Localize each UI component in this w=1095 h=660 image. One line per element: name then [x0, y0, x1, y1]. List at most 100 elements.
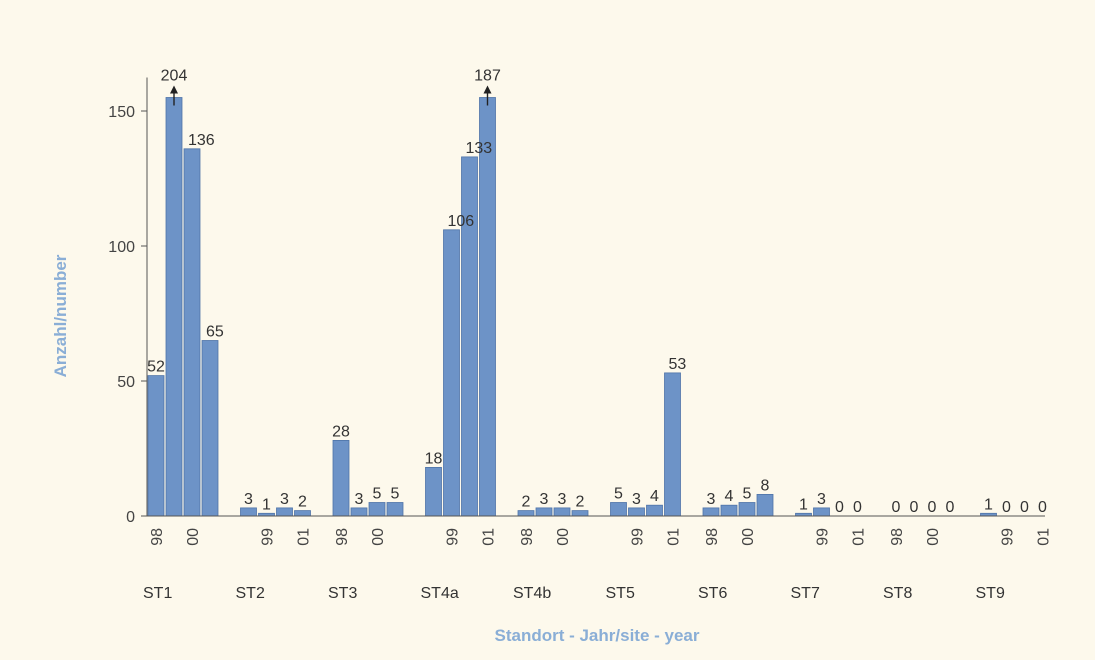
x-tick-label: 99 [815, 528, 832, 546]
x-tick-label: 00 [740, 528, 757, 546]
x-tick-label: 00 [925, 528, 942, 546]
x-tick-label: 00 [185, 528, 202, 546]
data-label: 0 [1020, 499, 1029, 516]
data-label: 0 [1002, 499, 1011, 516]
site-label: ST5 [606, 585, 635, 602]
bar [165, 97, 183, 517]
data-label: 187 [474, 68, 501, 85]
data-label: 106 [448, 213, 475, 230]
bar [386, 502, 404, 517]
data-label: 3 [558, 491, 567, 508]
data-label: 0 [853, 499, 862, 516]
data-label: 0 [946, 499, 955, 516]
bar [738, 502, 756, 517]
bar [294, 510, 311, 517]
site-label: ST4a [421, 585, 459, 602]
x-tick-label: 99 [1000, 528, 1017, 546]
bar [702, 507, 720, 517]
bar [813, 507, 830, 517]
x-tick-label: 01 [481, 528, 498, 546]
site-label: ST6 [698, 585, 727, 602]
x-axis-title: Standort - Jahr/site - year [494, 626, 699, 645]
data-label: 0 [835, 499, 844, 516]
bar [720, 504, 738, 517]
x-tick-label: 00 [370, 528, 387, 546]
data-label: 133 [466, 140, 493, 157]
bar [571, 510, 589, 517]
y-axis: 0 50 100 150 [108, 77, 148, 526]
data-label: 3 [817, 491, 826, 508]
x-tick-label: 98 [519, 528, 536, 546]
x-tick-label: 01 [1036, 528, 1053, 546]
bar [443, 229, 460, 517]
data-label: 3 [540, 491, 549, 508]
bar [461, 156, 478, 517]
data-label: 3 [280, 491, 289, 508]
data-label: 3 [707, 491, 716, 508]
data-label: 8 [761, 477, 770, 494]
bar [147, 375, 165, 517]
bars-group [147, 97, 997, 517]
site-label: ST9 [976, 585, 1005, 602]
bar [664, 372, 681, 517]
x-tick-label: 98 [149, 528, 166, 546]
data-label: 18 [425, 450, 443, 467]
data-label: 204 [161, 68, 188, 85]
y-tick-label: 50 [117, 374, 135, 391]
up-arrow-icon [483, 85, 492, 94]
y-tick-label: 100 [108, 239, 135, 256]
bar [240, 507, 257, 517]
x-tick-label: 99 [445, 528, 462, 546]
data-label: 0 [892, 499, 901, 516]
site-label: ST1 [143, 585, 172, 602]
data-label: 5 [391, 486, 400, 503]
data-label: 5 [373, 486, 382, 503]
site-label: ST4b [513, 585, 551, 602]
y-tick-label: 0 [126, 509, 135, 526]
bar [350, 507, 368, 517]
bar [628, 507, 645, 517]
x-tick-label: 01 [666, 528, 683, 546]
data-label: 4 [650, 488, 659, 505]
data-label: 2 [522, 494, 531, 511]
y-tick-label: 150 [108, 104, 135, 121]
x-tick-label: 00 [555, 528, 572, 546]
data-label: 4 [725, 488, 734, 505]
data-label: 0 [928, 499, 937, 516]
bar [553, 507, 571, 517]
x-tick-label: 99 [630, 528, 647, 546]
data-label: 52 [147, 359, 165, 376]
bar [332, 439, 350, 517]
bar [425, 466, 442, 517]
data-label: 5 [743, 486, 752, 503]
site-label: ST3 [328, 585, 357, 602]
x-tick-label: 98 [889, 528, 906, 546]
bar [183, 148, 201, 517]
data-label: 5 [614, 486, 623, 503]
bar [276, 507, 293, 517]
y-axis-title: Anzahl/number [51, 254, 70, 377]
data-label: 3 [244, 491, 253, 508]
up-arrow-icon [170, 85, 178, 94]
x-axis: 98 00 ST1 99 01 ST2 98 00 ST3 99 01 ST4a 98 00 ST4b 99 0… [143, 515, 1053, 602]
data-label: 3 [355, 491, 364, 508]
x-tick-label: 98 [334, 528, 351, 546]
data-label: 2 [298, 494, 307, 511]
site-label: ST8 [883, 585, 912, 602]
x-tick-label: 01 [296, 528, 313, 546]
data-label: 1 [984, 496, 993, 513]
x-tick-label: 98 [704, 528, 721, 546]
data-label: 1 [799, 496, 808, 513]
bar [535, 507, 553, 517]
bar [368, 502, 386, 517]
data-label: 28 [332, 423, 350, 440]
bar [517, 510, 535, 517]
bar [479, 97, 496, 517]
x-tick-label: 01 [851, 528, 868, 546]
data-label: 136 [188, 132, 215, 149]
data-label: 0 [910, 499, 919, 516]
bar [756, 493, 774, 517]
site-label: ST2 [236, 585, 265, 602]
site-label: ST7 [791, 585, 820, 602]
